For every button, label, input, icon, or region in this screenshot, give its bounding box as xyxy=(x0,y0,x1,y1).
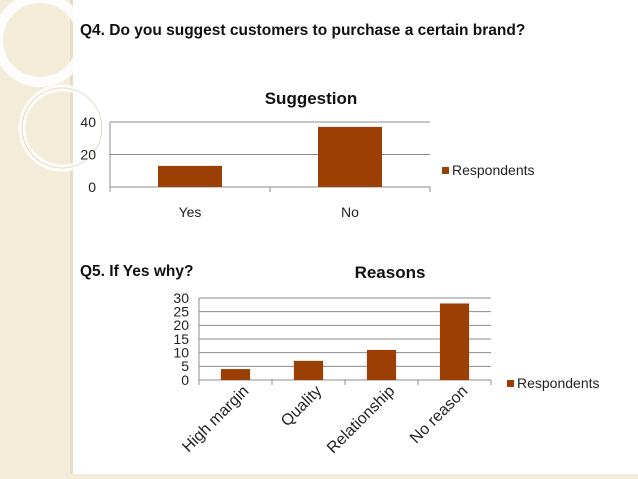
y-tick-label: 20 xyxy=(173,317,189,333)
bar-no-reason xyxy=(439,303,470,380)
bar-relationship xyxy=(366,349,397,380)
y-tick-label: 25 xyxy=(173,304,189,320)
question-5-text: Q5. If Yes why? xyxy=(80,263,194,280)
bar-high-margin xyxy=(220,369,251,380)
side-band-edge xyxy=(70,0,73,479)
chart-title: Reasons xyxy=(355,263,426,282)
y-tick-label: 0 xyxy=(88,179,96,195)
y-tick-label: 5 xyxy=(181,358,189,374)
x-category-label: No xyxy=(341,204,359,220)
chart-title: Suggestion xyxy=(265,89,358,108)
x-category-label: Quality xyxy=(278,383,325,430)
bar-quality xyxy=(293,360,324,380)
y-tick-label: 40 xyxy=(80,114,96,130)
y-tick-label: 10 xyxy=(173,345,189,361)
decorative-circles xyxy=(0,0,106,172)
y-tick-label: 0 xyxy=(181,372,189,388)
x-category-label: No reason xyxy=(407,383,471,447)
y-tick-label: 20 xyxy=(80,146,96,162)
bar-no xyxy=(318,126,382,187)
question-4-text: Q4. Do you suggest customers to purchase… xyxy=(80,22,526,39)
bar-yes xyxy=(158,165,222,187)
x-category-label: Relationship xyxy=(324,383,398,457)
y-tick-label: 15 xyxy=(173,331,189,347)
legend-swatch xyxy=(442,167,449,174)
bottom-band xyxy=(0,474,638,479)
legend-label: Respondents xyxy=(452,162,535,178)
y-tick-label: 30 xyxy=(173,290,189,306)
x-category-label: High margin xyxy=(179,383,252,456)
legend-swatch xyxy=(507,380,514,387)
legend-label: Respondents xyxy=(517,375,600,391)
x-category-label: Yes xyxy=(179,204,202,220)
